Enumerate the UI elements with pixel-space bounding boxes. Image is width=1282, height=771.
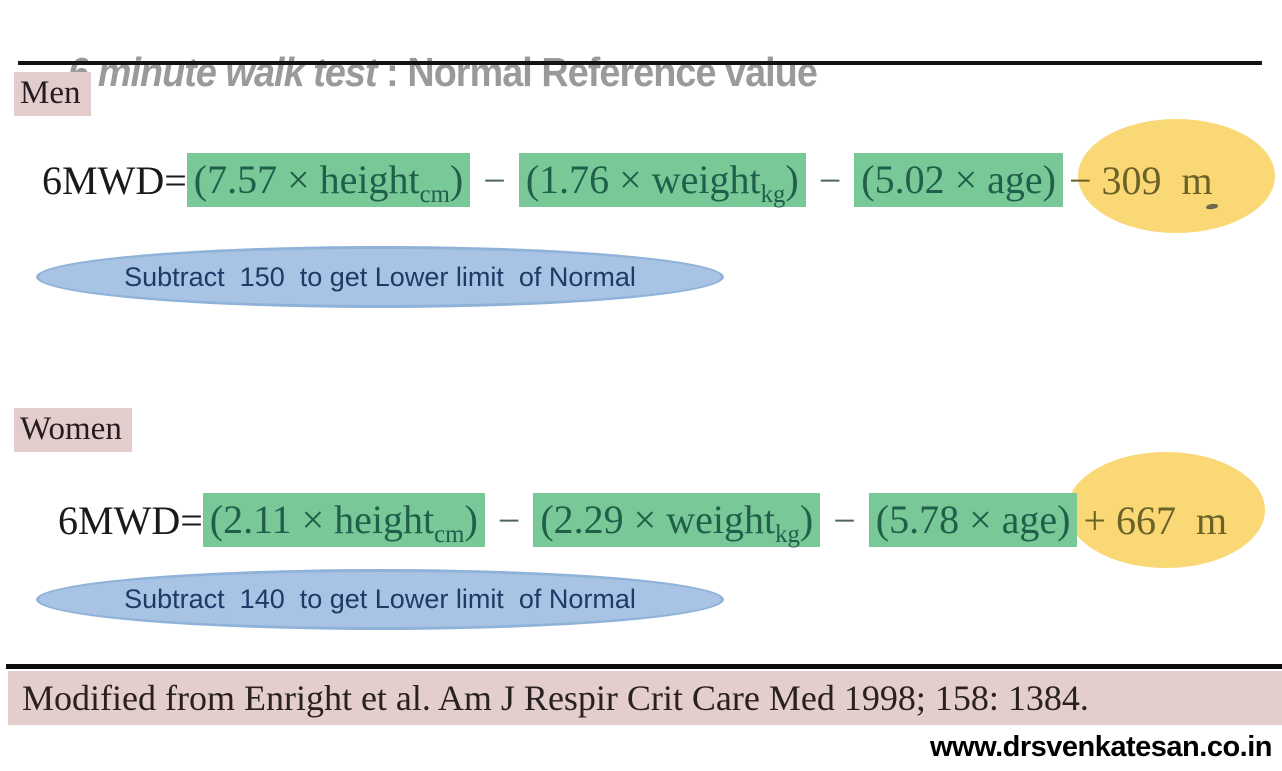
men-term2-subscript: kg bbox=[760, 181, 786, 208]
women-term1-subscript: cm bbox=[434, 521, 465, 548]
men-minus-sign-1: − bbox=[483, 157, 506, 203]
women-formula-term-age: (5.78 × age) bbox=[868, 493, 1078, 547]
citation-text: Modified from Enright et al. Am J Respir… bbox=[22, 678, 1089, 718]
women-formula-term-weight: (2.29 × weightkg) bbox=[533, 493, 821, 548]
men-term1-close: ) bbox=[449, 157, 464, 202]
men-term2-close: ) bbox=[785, 157, 799, 202]
men-note-text: Subtract 150 to get Lower limit of Norma… bbox=[124, 261, 636, 292]
title-divider-line bbox=[18, 61, 1262, 65]
men-term1-subscript: cm bbox=[419, 181, 450, 208]
women-term3-text: (5.78 × age) bbox=[875, 497, 1071, 542]
men-formula-term-weight: (1.76 × weightkg) bbox=[518, 153, 806, 208]
men-section-label: Men bbox=[14, 72, 91, 117]
women-section-label: Women bbox=[14, 408, 132, 453]
women-note-ellipse: Subtract 140 to get Lower limit of Norma… bbox=[36, 569, 724, 630]
page-title-rest: : Normal Reference value bbox=[376, 49, 818, 95]
women-term2-close: ) bbox=[799, 497, 814, 542]
women-formula-term-height: (2.11 × heightcm) bbox=[202, 493, 485, 548]
website-url: www.drsvenkatesan.co.in bbox=[930, 731, 1273, 763]
page-title-italic: 6 minute walk test bbox=[68, 49, 377, 95]
women-constant-highlight-ellipse bbox=[1067, 452, 1265, 568]
men-note-ellipse: Subtract 150 to get Lower limit of Norma… bbox=[36, 246, 724, 308]
citation-band: Modified from Enright et al. Am J Respir… bbox=[8, 671, 1282, 725]
women-note-text: Subtract 140 to get Lower limit of Norma… bbox=[124, 584, 636, 614]
men-formula-lhs: 6MWD= bbox=[42, 157, 187, 203]
men-formula: 6MWD= (7.57 × heightcm) − (1.76 × weightkg)… bbox=[42, 148, 1213, 212]
women-formula: 6MWD= (2.11 × heightcm) − (2.29 × weightkg)… bbox=[58, 488, 1227, 552]
women-minus-sign-1: − bbox=[497, 497, 521, 543]
men-term3-text: (5.02 × age) bbox=[861, 157, 1056, 202]
men-formula-constant: − 309 m bbox=[1068, 157, 1213, 203]
women-term1-text: (2.11 × height bbox=[209, 497, 435, 542]
women-term2-subscript: kg bbox=[775, 521, 800, 548]
citation-divider-line bbox=[6, 664, 1282, 669]
men-term1-text: (7.57 × height bbox=[193, 157, 420, 202]
women-term1-close: ) bbox=[464, 497, 478, 542]
women-minus-sign-2: − bbox=[833, 497, 856, 543]
men-constant-highlight-ellipse bbox=[1078, 119, 1275, 233]
men-formula-term-age: (5.02 × age) bbox=[854, 153, 1063, 207]
men-term2-text: (1.76 × weight bbox=[525, 157, 761, 202]
page-title: 6 minute walk test : Normal Reference va… bbox=[30, 2, 818, 143]
men-minus-sign-2: − bbox=[818, 157, 842, 203]
women-formula-lhs: 6MWD= bbox=[58, 497, 203, 543]
women-formula-constant: + 667 m bbox=[1083, 497, 1228, 543]
women-term2-text: (2.29 × weight bbox=[540, 497, 776, 542]
men-formula-term-height: (7.57 × heightcm) bbox=[186, 153, 471, 208]
